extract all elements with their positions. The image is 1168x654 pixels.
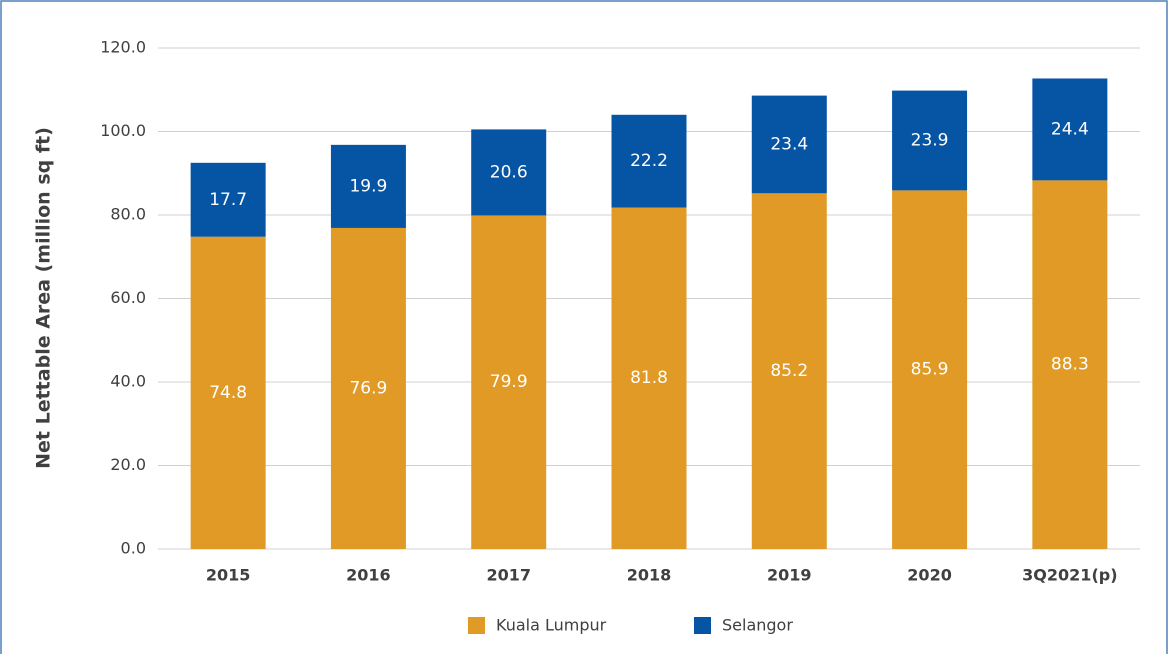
bar-segment (190, 162, 266, 237)
y-axis-label: Net Lettable Area (million sq ft) (33, 127, 55, 469)
bar-segment (1032, 78, 1108, 181)
legend-swatch (694, 617, 711, 634)
legend-label: Selangor (722, 616, 793, 635)
bar-segment (190, 236, 266, 549)
legend-label: Kuala Lumpur (496, 616, 607, 635)
data-label: 74.8 (209, 383, 247, 403)
bar-segment (611, 207, 687, 550)
x-tick-label: 3Q2021(p) (1022, 566, 1117, 585)
bar-segment (611, 114, 687, 208)
y-tick-label: 0.0 (121, 539, 146, 558)
data-label: 24.4 (1051, 119, 1089, 139)
data-label: 23.4 (770, 134, 808, 154)
data-label: 88.3 (1051, 355, 1089, 375)
x-tick-label: 2018 (627, 566, 672, 585)
x-tick-label: 2015 (206, 566, 251, 585)
bar-segment (892, 90, 968, 191)
bar-segment (330, 227, 406, 549)
bar-segment (751, 95, 827, 194)
data-label: 19.9 (349, 176, 387, 196)
bar-segment (471, 215, 547, 550)
data-label: 79.9 (490, 372, 528, 392)
data-label: 85.2 (770, 361, 808, 381)
bar-segment (1032, 180, 1108, 549)
data-label: 76.9 (349, 378, 387, 398)
data-label: 20.6 (490, 162, 528, 182)
x-tick-label: 2019 (767, 566, 812, 585)
bar-segment (892, 190, 968, 549)
x-tick-label: 2017 (486, 566, 531, 585)
bar-segment (471, 129, 547, 216)
y-tick-label: 40.0 (110, 372, 146, 391)
y-tick-label: 120.0 (100, 38, 146, 57)
y-tick-label: 20.0 (110, 455, 146, 474)
bar-segment (330, 144, 406, 228)
data-label: 81.8 (630, 368, 668, 388)
y-tick-label: 60.0 (110, 288, 146, 307)
data-label: 85.9 (911, 360, 949, 380)
legend-swatch (468, 617, 485, 634)
x-tick-label: 2020 (907, 566, 952, 585)
data-label: 22.2 (630, 151, 668, 171)
data-label: 17.7 (209, 190, 247, 210)
x-tick-label: 2016 (346, 566, 391, 585)
y-tick-label: 100.0 (100, 121, 146, 140)
bar-segment (751, 193, 827, 550)
data-label: 23.9 (911, 130, 949, 150)
y-tick-label: 80.0 (110, 205, 146, 224)
